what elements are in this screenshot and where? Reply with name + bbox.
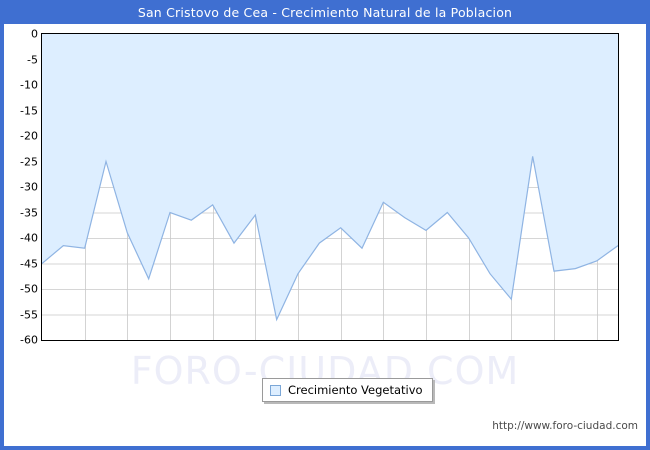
y-axis-tick-label: -5 — [27, 53, 38, 66]
y-axis-labels: 0 -5 -10 -15 -20 -25 -30 -35 -40 -45 -50 -55 -60 — [4, 29, 38, 346]
area-fill — [42, 34, 618, 320]
y-axis-tick-label: -30 — [20, 180, 38, 194]
legend[interactable]: Crecimiento Vegetativo — [262, 378, 433, 402]
y-axis-tick-label: -15 — [20, 104, 38, 117]
y-axis-tick-label: -20 — [20, 129, 38, 143]
data-line — [42, 156, 618, 322]
y-axis-tick-label: -55 — [20, 308, 38, 321]
page-title: San Cristovo de Cea - Crecimiento Natura… — [137, 4, 513, 20]
chart-container: 0-5-10-15-20-25-30-35-40-45-50-55-60 199… — [4, 24, 646, 446]
window-title-bar: San Cristovo de Cea - Crecimiento Natura… — [0, 0, 650, 24]
line-chart-svg — [42, 34, 618, 340]
legend-swatch-icon — [270, 384, 281, 396]
y-axis-tick-label: 0 — [31, 27, 38, 41]
y-axis-tick-label: -25 — [20, 155, 38, 168]
plot-area — [41, 33, 619, 341]
footer-url: http://www.foro-ciudad.com — [492, 420, 638, 432]
y-axis-tick-label: -45 — [20, 257, 38, 270]
y-axis-tick-label: -50 — [20, 282, 38, 296]
y-axis-tick-label: -40 — [20, 231, 38, 245]
y-axis-tick-label: -10 — [20, 78, 38, 92]
y-axis-tick-label: -60 — [20, 333, 38, 347]
y-axis-tick-label: -35 — [20, 206, 38, 219]
legend-label: Crecimiento Vegetativo — [288, 383, 423, 397]
